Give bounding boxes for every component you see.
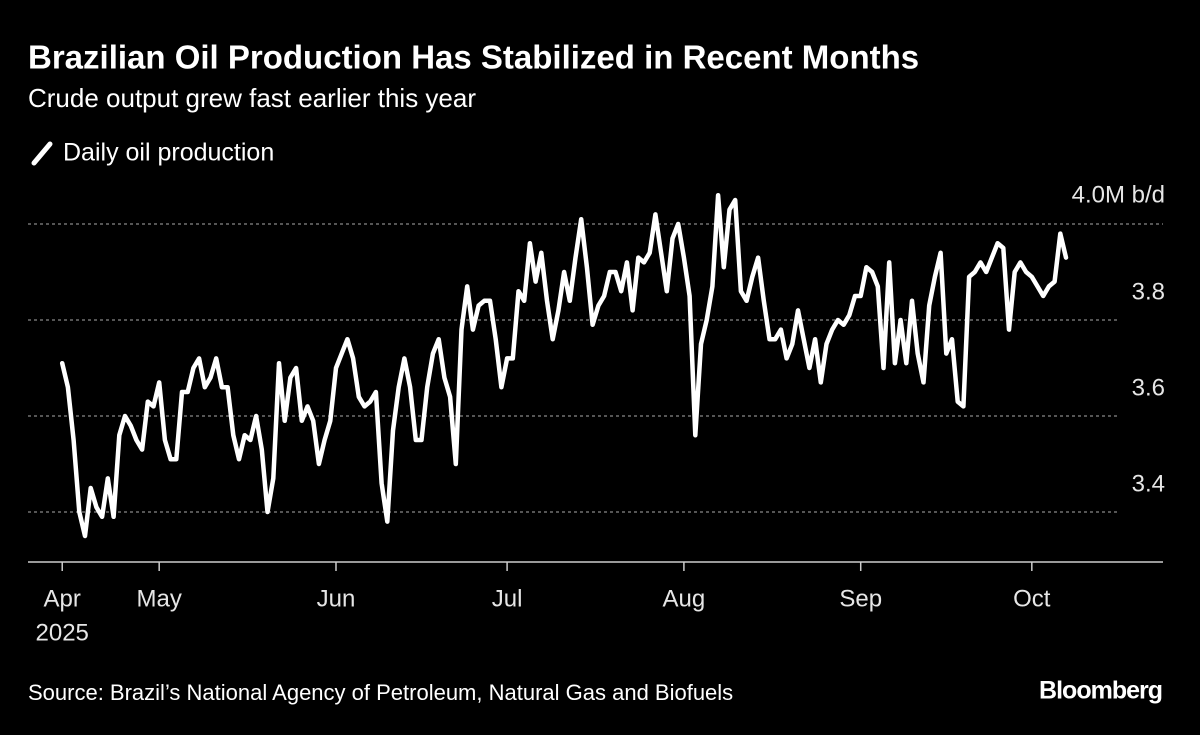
y-tick-label: 3.8 [1132,278,1165,305]
legend-swatch [31,141,53,166]
x-tick-label: May [137,585,182,612]
x-tick-label: Jul [492,585,523,612]
brand-logo: Bloomberg [1039,677,1162,705]
data-line [59,192,1069,539]
y-tick-label: 3.6 [1132,374,1165,401]
x-tick-label: Aug [663,585,706,612]
chart-subtitle: Crude output grew fast earlier this year [28,83,476,113]
x-tick-label: Sep [839,585,882,612]
x-tick-label: Apr [44,585,81,612]
y-tick-label: 3.4 [1132,470,1165,497]
legend-label: Daily oil production [63,139,274,167]
source-note: Source: Brazil’s National Agency of Petr… [28,680,733,705]
x-tick-label: Jun [317,585,356,612]
x-year-label: 2025 [36,619,89,646]
x-tick-label: Oct [1013,585,1051,612]
y-tick-label: 4.0M b/d [1072,181,1165,208]
chart-title: Brazilian Oil Production Has Stabilized … [28,39,919,76]
